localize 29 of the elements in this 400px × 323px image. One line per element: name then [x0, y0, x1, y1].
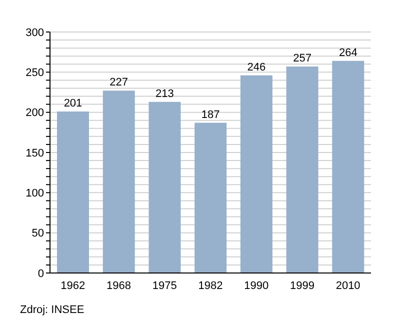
data-label: 187	[201, 108, 220, 121]
y-tick-label: 50	[32, 228, 44, 240]
bar	[102, 90, 135, 273]
x-tick-label: 2010	[336, 280, 360, 292]
bar	[286, 66, 318, 273]
data-label: 227	[110, 76, 128, 89]
y-tick-label: 150	[26, 147, 44, 160]
data-label: 201	[64, 98, 82, 110]
x-tick-label: 1962	[60, 280, 86, 292]
bar	[194, 122, 227, 273]
bar	[148, 102, 181, 273]
text: Zdroj: INSEE	[20, 304, 84, 316]
x-tick-label: 1968	[106, 280, 132, 292]
x-tick-label: 1982	[198, 280, 223, 292]
x-tick-label: 1975	[152, 280, 177, 292]
y-tick-label: 0	[38, 268, 44, 280]
y-tick-label: 200	[26, 107, 44, 120]
x-tick-label: 1990	[244, 280, 269, 292]
bar	[332, 60, 364, 273]
y-tick-label: 100	[26, 188, 44, 200]
y-tick-label: 300	[26, 26, 44, 39]
data-label: 264	[338, 46, 358, 59]
x-tick-label: 1999	[290, 280, 314, 292]
data-label: 213	[156, 88, 174, 100]
bar	[57, 112, 89, 273]
data-label: 246	[247, 61, 266, 74]
bar	[240, 75, 272, 273]
y-tick-label: 250	[26, 67, 44, 80]
data-label: 257	[293, 52, 312, 65]
